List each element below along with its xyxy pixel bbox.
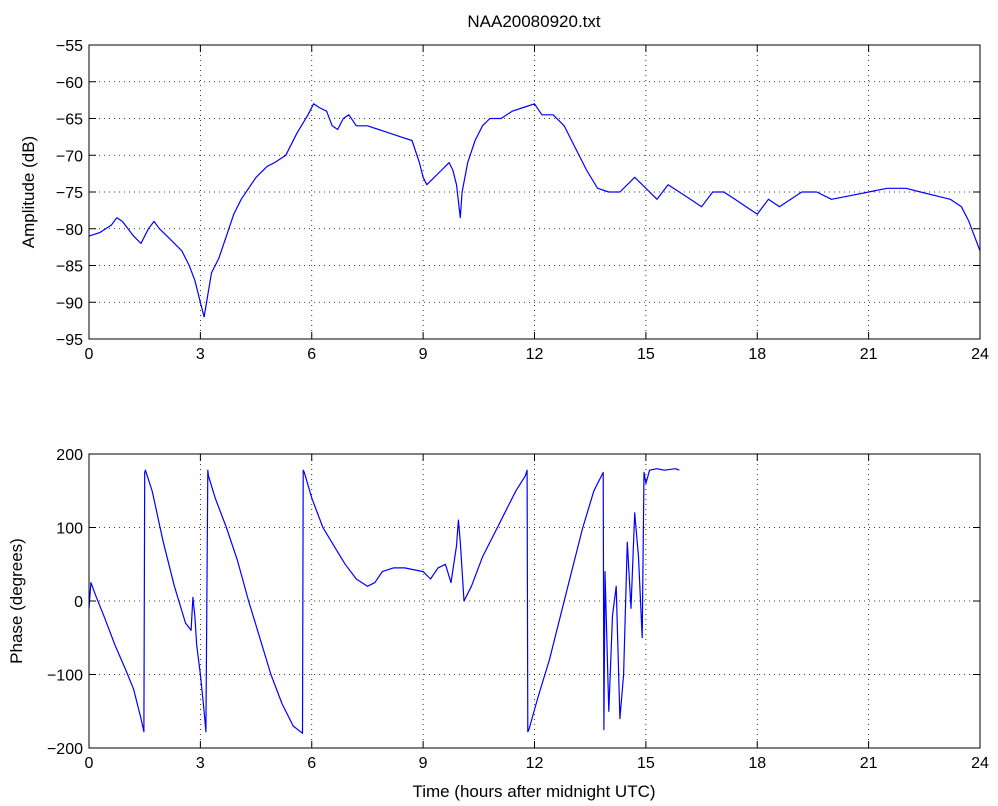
phase-y-tick-label: 100 [56, 521, 83, 538]
amplitude-y-ticks: −55 −60 −65 −70 −75 −80 −85 −90 −95 [56, 38, 980, 349]
amplitude-series-line [88, 103, 981, 318]
phase-y-axis-title: Phase (degrees) [7, 538, 26, 664]
phase-x-axis-title: Time (hours after midnight UTC) [412, 782, 655, 801]
amplitude-y-tick-label: −95 [56, 332, 83, 349]
phase-grid [89, 454, 980, 748]
amplitude-x-tick-label: 6 [307, 346, 316, 363]
amplitude-series [88, 103, 981, 318]
phase-x-tick-label: 12 [526, 755, 544, 772]
phase-x-tick-label: 3 [196, 755, 205, 772]
amplitude-y-tick-label: −70 [56, 148, 83, 165]
amplitude-x-tick-label: 18 [748, 346, 766, 363]
amplitude-x-tick-label: 0 [85, 346, 94, 363]
amplitude-x-ticks: 0 3 6 9 12 15 18 21 24 [85, 45, 989, 363]
phase-x-tick-label: 24 [971, 755, 989, 772]
phase-x-tick-label: 9 [419, 755, 428, 772]
phase-x-tick-label: 21 [860, 755, 878, 772]
amplitude-y-tick-label: −85 [56, 259, 83, 276]
amplitude-y-tick-label: −65 [56, 112, 83, 129]
amplitude-y-tick-label: −90 [56, 295, 83, 312]
phase-y-tick-label: 0 [74, 594, 83, 611]
phase-x-tick-label: 18 [748, 755, 766, 772]
amplitude-x-tick-label: 12 [526, 346, 544, 363]
phase-y-ticks: 200 100 0 −100 −200 [47, 447, 980, 758]
amplitude-x-tick-label: 3 [196, 346, 205, 363]
amplitude-x-tick-label: 24 [971, 346, 989, 363]
amplitude-grid [89, 45, 980, 339]
amplitude-y-tick-label: −75 [56, 185, 83, 202]
amplitude-y-axis-title: Amplitude (dB) [19, 136, 38, 248]
amplitude-x-tick-label: 15 [637, 346, 655, 363]
phase-x-ticks: 0 3 6 9 12 15 18 21 24 [85, 454, 989, 772]
figure-title: NAA20080920.txt [467, 12, 601, 31]
phase-x-tick-label: 15 [637, 755, 655, 772]
amplitude-x-tick-label: 9 [419, 346, 428, 363]
amplitude-y-tick-label: −80 [56, 222, 83, 239]
amplitude-y-tick-label: −55 [56, 38, 83, 55]
phase-x-tick-label: 0 [85, 755, 94, 772]
amplitude-axes: 0 3 6 9 12 15 18 21 24 −55−60−65−70−75−80−85−90−… [19, 38, 989, 363]
phase-y-tick-label: −100 [47, 668, 83, 685]
amplitude-x-tick-label: 21 [860, 346, 878, 363]
phase-series [88, 468, 680, 734]
phase-series-line [88, 468, 680, 734]
phase-y-tick-label: −200 [47, 741, 83, 758]
amplitude-y-tick-label: −60 [56, 75, 83, 92]
phase-x-tick-label: 6 [307, 755, 316, 772]
phase-y-tick-label: 200 [56, 447, 83, 464]
phase-axes: 0 3 6 9 12 15 18 21 24 200 100 0 −100 −200 Phase (de… [7, 447, 989, 801]
